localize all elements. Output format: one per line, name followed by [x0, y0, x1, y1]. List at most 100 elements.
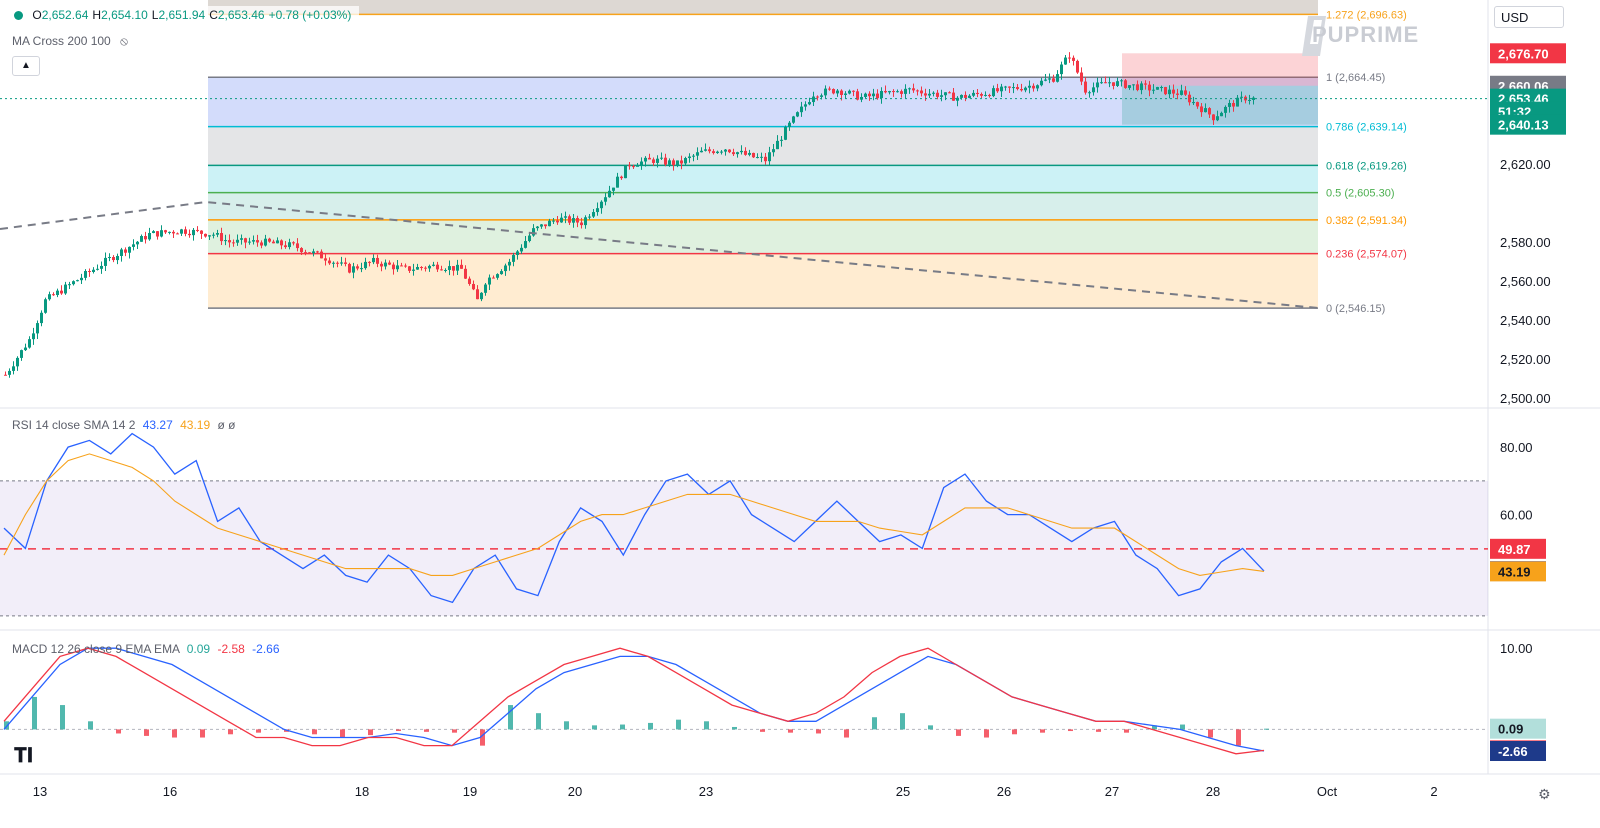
- candle: [96, 268, 99, 270]
- macd-histogram-bar: [228, 729, 233, 735]
- macd-histogram-bar: [200, 729, 205, 738]
- candle: [956, 97, 959, 101]
- candle: [320, 251, 323, 259]
- macd-histogram-bar: [32, 696, 37, 730]
- candle: [632, 166, 635, 168]
- candle: [1088, 92, 1091, 94]
- time-axis-tick: Oct: [1317, 784, 1338, 799]
- rsi-legend[interactable]: RSI 14 close SMA 14 2 43.27 43.19 ø ø: [12, 418, 236, 432]
- macd-histogram-bar: [368, 729, 373, 736]
- macd-histogram-bar: [144, 729, 149, 736]
- time-axis-tick: 2: [1430, 784, 1437, 799]
- candle: [904, 88, 907, 94]
- candle: [988, 94, 991, 97]
- candle: [740, 150, 743, 153]
- candle: [828, 88, 831, 90]
- currency-selector[interactable]: USD: [1494, 6, 1564, 28]
- candle: [780, 139, 783, 141]
- candle: [1060, 64, 1063, 75]
- collapse-legend-button[interactable]: ▲: [12, 56, 40, 76]
- fib-zone: [208, 126, 1318, 166]
- candle: [324, 258, 327, 261]
- candle: [1040, 80, 1043, 86]
- candle: [1016, 87, 1019, 90]
- macd-histogram-bar: [1068, 729, 1073, 732]
- macd-histogram-bar: [732, 726, 737, 730]
- ohlc-legend: O2,652.64 H2,654.10 L2,651.94 C2,653.46 +0.7…: [10, 6, 360, 24]
- price-badge-label: 2,640.13: [1498, 118, 1549, 133]
- candle: [48, 294, 51, 300]
- macd-histogram-bar: [340, 729, 345, 738]
- candle: [1248, 99, 1251, 101]
- ma-cross-legend[interactable]: MA Cross 200 100 ⦸: [12, 34, 128, 49]
- candle: [136, 241, 139, 245]
- candle: [796, 112, 799, 117]
- candle: [72, 281, 75, 285]
- fib-level-label: 0.786 (2,639.14): [1326, 122, 1407, 134]
- candle: [920, 90, 923, 94]
- candle: [184, 229, 187, 234]
- candle: [44, 299, 47, 313]
- candle: [1228, 102, 1231, 107]
- candle: [1128, 85, 1131, 88]
- macd-hist-value: 0.09: [186, 642, 211, 656]
- candle: [1240, 96, 1243, 98]
- candle: [816, 96, 819, 98]
- settings-gear-icon[interactable]: ⚙: [1538, 786, 1551, 802]
- candle: [288, 242, 291, 248]
- candle: [24, 347, 27, 351]
- candle: [1224, 106, 1227, 113]
- candle: [784, 127, 787, 140]
- rsi-axis-tick: 60.00: [1500, 508, 1533, 523]
- candle: [112, 257, 115, 261]
- candle: [120, 249, 123, 256]
- ohlc-key: L: [151, 8, 159, 22]
- eye-hidden-icon[interactable]: ⦸: [120, 34, 128, 48]
- candle: [776, 140, 779, 150]
- candle: [40, 312, 43, 324]
- candle: [916, 90, 919, 92]
- candle: [1104, 82, 1107, 84]
- candle: [560, 217, 563, 223]
- candle: [200, 230, 203, 234]
- ohlc-value: 2,653.46: [217, 8, 265, 22]
- candle: [648, 157, 651, 160]
- tradingview-logo[interactable]: 𝐓𝐈: [14, 745, 34, 767]
- candle: [1156, 87, 1159, 90]
- candle: [888, 91, 891, 93]
- price-axis-tick: 2,620.00: [1500, 157, 1551, 172]
- candle: [392, 264, 395, 270]
- candle: [236, 239, 239, 243]
- ohlc-value: 2,652.64: [41, 8, 89, 22]
- candle: [188, 233, 191, 236]
- candle: [1112, 82, 1115, 86]
- time-axis-tick: 23: [699, 784, 713, 799]
- time-axis-tick: 13: [33, 784, 47, 799]
- candle: [484, 284, 487, 293]
- candle: [800, 106, 803, 113]
- stop-zone: [1122, 53, 1318, 86]
- macd-histogram-bar: [1264, 728, 1269, 730]
- candle: [260, 242, 263, 246]
- candle: [588, 216, 591, 218]
- candle: [440, 269, 443, 271]
- candle: [864, 93, 867, 97]
- fib-zone: [208, 192, 1318, 220]
- candle: [732, 152, 735, 155]
- candle: [592, 212, 595, 217]
- candle: [928, 93, 931, 96]
- ohlc-key: H: [92, 8, 102, 22]
- candle: [372, 257, 375, 263]
- candle: [1204, 108, 1207, 113]
- macd-legend[interactable]: MACD 12 26 close 9 EMA EMA 0.09 -2.58 -2…: [12, 642, 280, 656]
- candle: [1176, 93, 1179, 95]
- macd-histogram-bar: [564, 721, 569, 730]
- fib-level-label: 0.5 (2,605.30): [1326, 188, 1395, 200]
- candle: [992, 88, 995, 97]
- candle: [1252, 97, 1255, 100]
- candle: [192, 229, 195, 236]
- candle: [1136, 84, 1139, 91]
- candle: [604, 197, 607, 202]
- candle: [352, 266, 355, 273]
